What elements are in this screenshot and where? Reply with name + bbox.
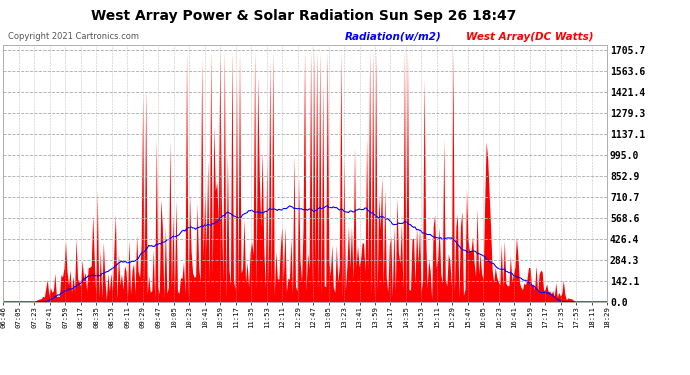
Text: West Array Power & Solar Radiation Sun Sep 26 18:47: West Array Power & Solar Radiation Sun S… [91, 9, 516, 23]
Text: Radiation(w/m2): Radiation(w/m2) [345, 32, 442, 42]
Text: Copyright 2021 Cartronics.com: Copyright 2021 Cartronics.com [8, 32, 139, 41]
Text: West Array(DC Watts): West Array(DC Watts) [466, 32, 593, 42]
